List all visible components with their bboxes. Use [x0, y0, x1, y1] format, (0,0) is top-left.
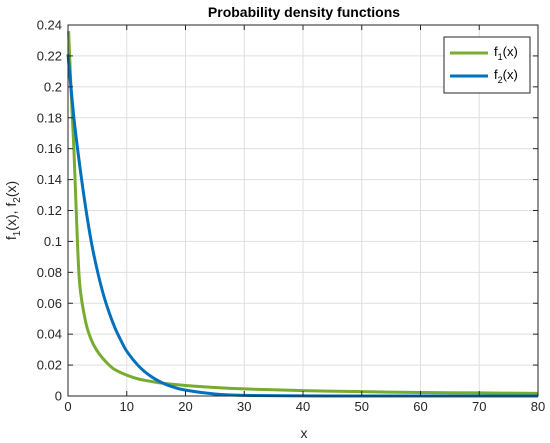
- y-tick-label: 0.2: [44, 79, 62, 94]
- y-axis-ticks: 0 0.02 0.04 0.06 0.08 0.1 0.12 0.14 0.16 0.18 0.2 0…: [37, 18, 538, 404]
- y-tick-label: 0.02: [37, 358, 62, 373]
- chart-title: Probability density functions: [208, 4, 400, 20]
- y-tick-label: 0.12: [37, 203, 62, 218]
- y-tick-label: 0.06: [37, 296, 62, 311]
- y-axis-label: f1(x), f2(x): [3, 181, 23, 240]
- y-tick-label: 0: [55, 389, 62, 404]
- legend-box: [443, 36, 531, 94]
- y-tick-label: 0.1: [44, 234, 62, 249]
- x-tick-label: 30: [237, 399, 251, 414]
- x-tick-label: 0: [64, 399, 71, 414]
- x-tick-label: 80: [531, 399, 545, 414]
- y-tick-label: 0.18: [37, 110, 62, 125]
- legend: f1(x) f2(x): [443, 36, 531, 94]
- x-tick-label: 50: [355, 399, 369, 414]
- series-line-f1: [67, 31, 539, 395]
- y-tick-label: 0.24: [37, 18, 62, 33]
- x-tick-label: 70: [472, 399, 486, 414]
- x-tick-label: 20: [178, 399, 192, 414]
- x-tick-label: 60: [413, 399, 427, 414]
- y-tick-label: 0.16: [37, 141, 62, 156]
- legend-label: f1(x): [494, 44, 518, 62]
- x-axis-label: x: [301, 425, 308, 441]
- x-tick-label: 10: [120, 399, 134, 414]
- y-tick-label: 0.14: [37, 172, 62, 187]
- x-tick-label: 40: [296, 399, 310, 414]
- y-tick-label: 0.04: [37, 327, 62, 342]
- legend-label: f2(x): [494, 67, 518, 85]
- y-tick-label: 0.22: [37, 48, 62, 63]
- x-axis-ticks: 0 10 20 30 40 50 60 70 80: [64, 25, 545, 414]
- y-tick-label: 0.08: [37, 265, 62, 280]
